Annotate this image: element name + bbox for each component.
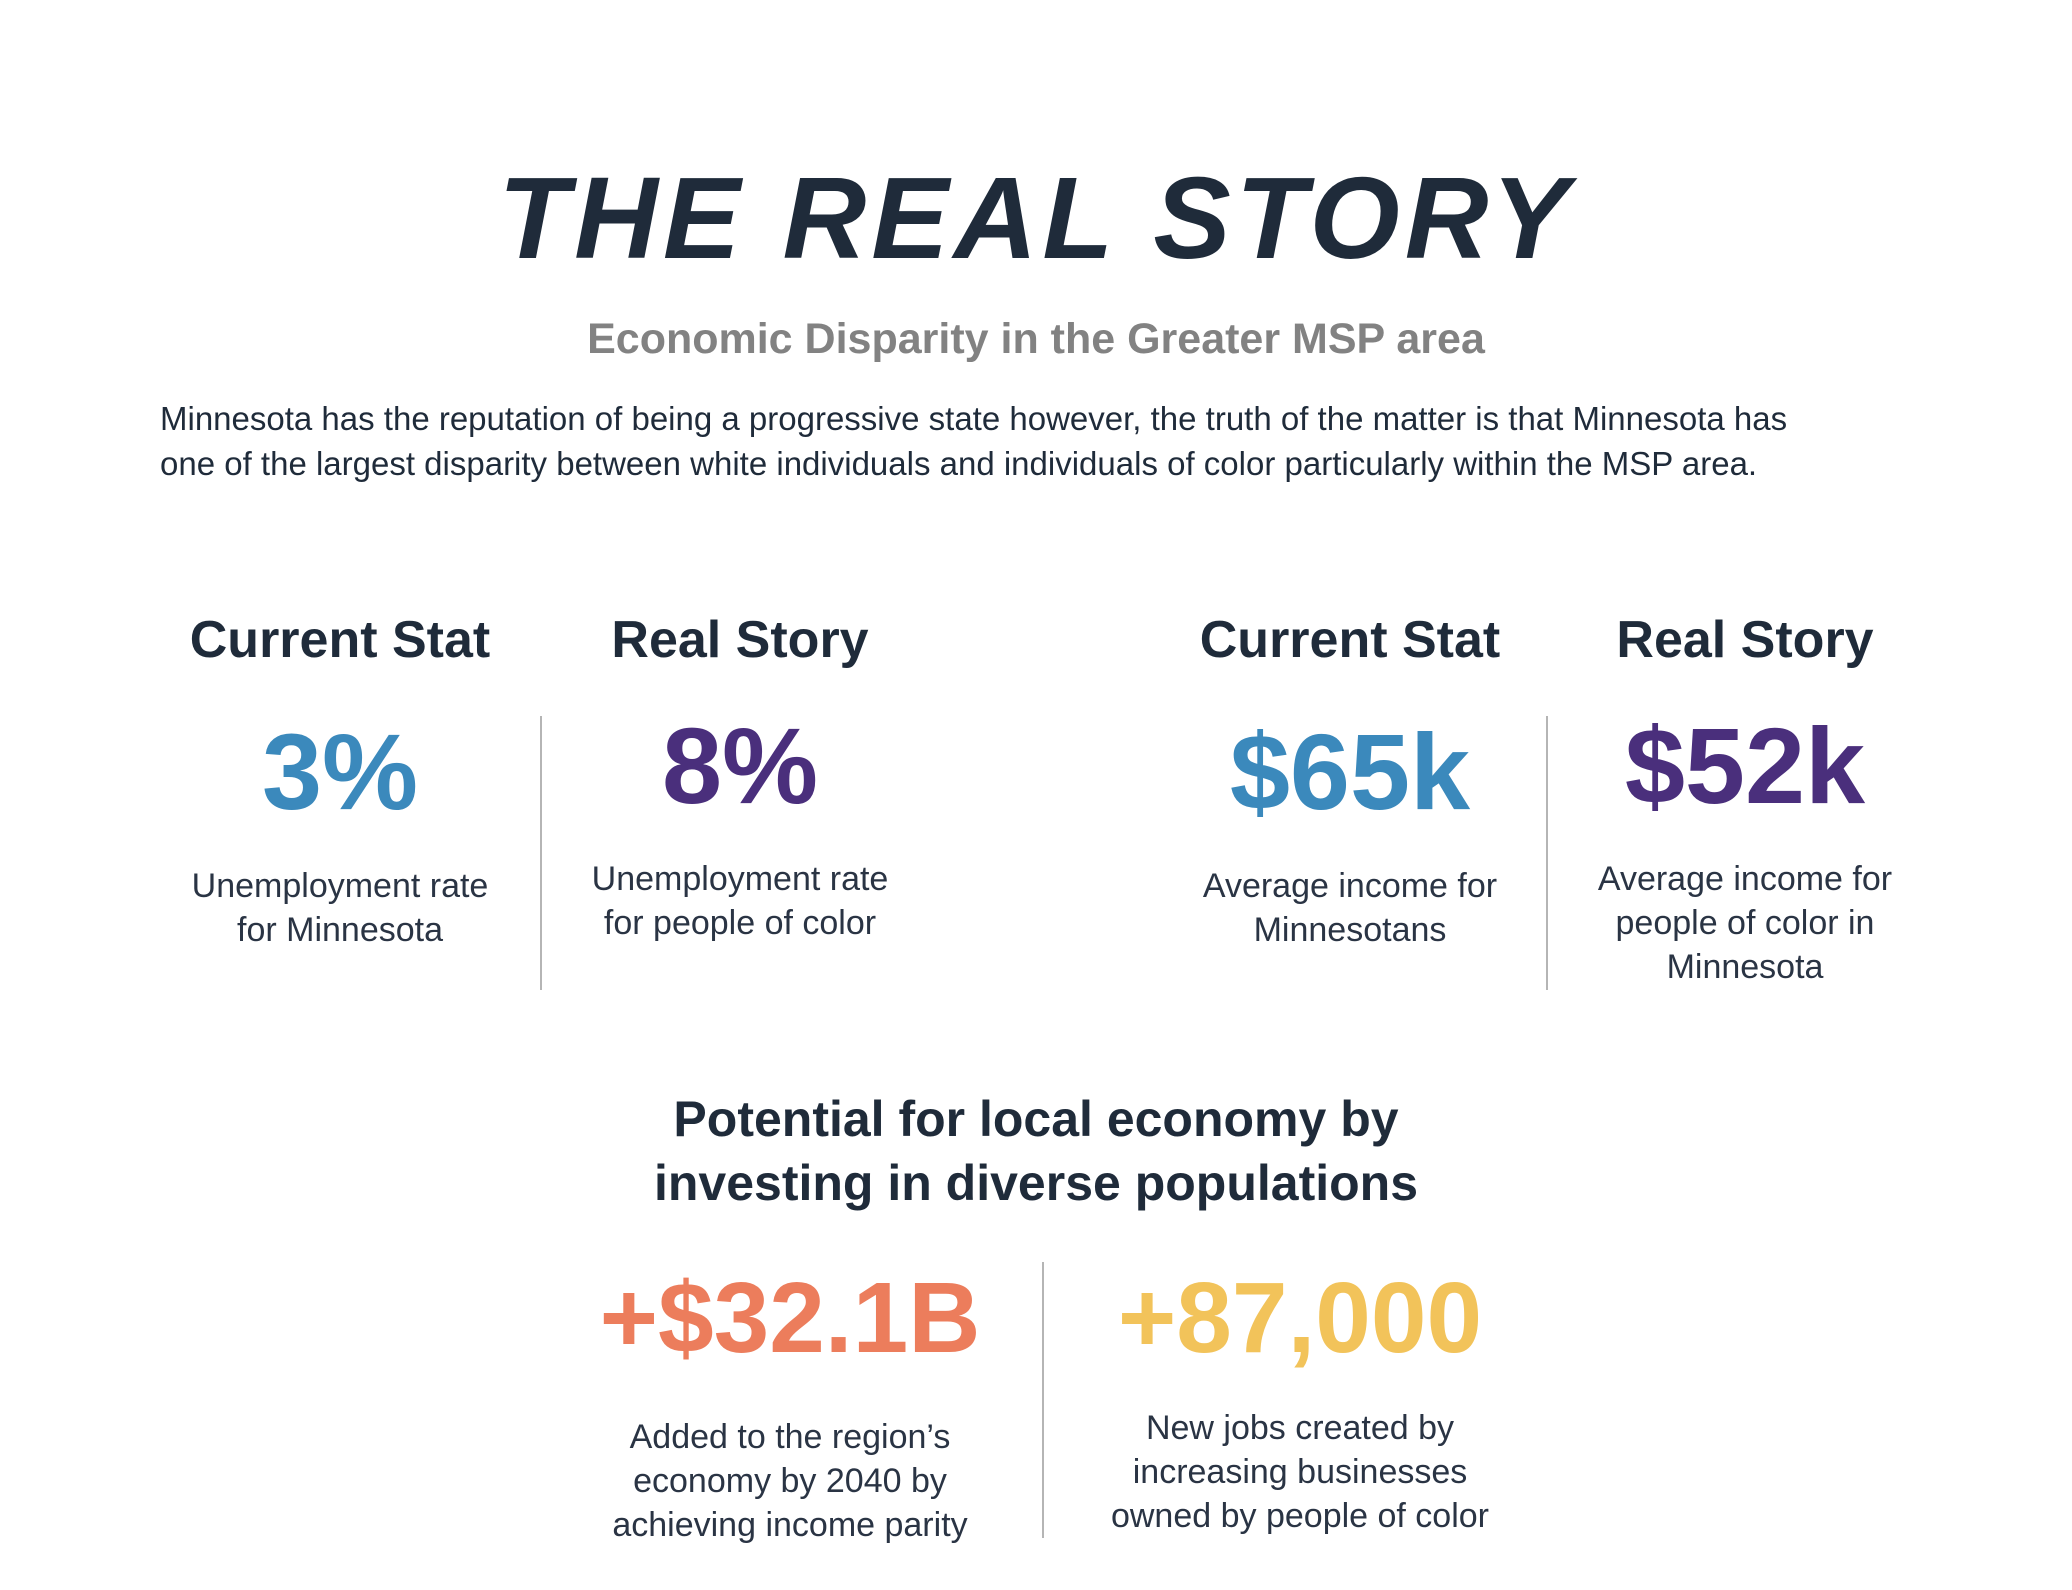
divider-line	[1042, 1262, 1044, 1538]
potential-desc-economy: Added to the region’s economy by 2040 by…	[580, 1415, 1000, 1547]
desc-line: Average income for	[1597, 860, 1893, 898]
page-title: THE REAL STORY	[498, 153, 1574, 283]
desc-line: Average income for	[1202, 867, 1498, 905]
potential-value-jobs: +87,000	[1117, 1262, 1483, 1374]
desc-line: Unemployment rate	[191, 867, 489, 905]
title-line: investing in diverse populations	[653, 1155, 1418, 1211]
desc-line: Unemployment rate	[591, 860, 889, 898]
desc-line: for people of color	[603, 904, 877, 942]
stat-value-current-income: $65k	[1229, 711, 1471, 832]
stat-value-real-income: $52k	[1624, 705, 1866, 826]
stat-desc-current-income: Average income for Minnesotans	[1170, 864, 1530, 952]
desc-line: owned by people of color	[1110, 1497, 1490, 1535]
stat-value-real-unemployment: 8%	[661, 705, 819, 826]
desc-line: people of color in	[1615, 904, 1875, 942]
stat-desc-real-income: Average income for people of color in Mi…	[1565, 857, 1925, 989]
desc-line: for Minnesota	[237, 911, 443, 949]
stat-heading-current-unemployment: Current Stat	[189, 611, 491, 669]
potential-desc-jobs: New jobs created by increasing businesse…	[1080, 1406, 1520, 1538]
desc-line: Minnesotans	[1253, 911, 1447, 949]
potential-value-economy: +$32.1B	[599, 1262, 981, 1374]
title-line: Potential for local economy by	[673, 1091, 1399, 1147]
desc-line: Added to the region’s	[629, 1418, 951, 1456]
desc-line: achieving income parity	[612, 1506, 968, 1544]
stat-heading-real-income: Real Story	[1616, 611, 1874, 669]
potential-section-title: Potential for local economy by investing…	[0, 1087, 2072, 1215]
stat-heading-current-income: Current Stat	[1199, 611, 1501, 669]
desc-line: Minnesota	[1666, 948, 1824, 986]
intro-line: one of the largest disparity between whi…	[160, 445, 1758, 482]
stat-desc-real-unemployment: Unemployment rate for people of color	[560, 857, 920, 945]
stat-desc-current-unemployment: Unemployment rate for Minnesota	[160, 864, 520, 952]
intro-line: Minnesota has the reputation of being a …	[160, 400, 1788, 437]
stat-heading-real-unemployment: Real Story	[611, 611, 869, 669]
desc-line: economy by 2040 by	[633, 1462, 947, 1500]
desc-line: New jobs created by	[1145, 1409, 1455, 1447]
page-subtitle: Economic Disparity in the Greater MSP ar…	[587, 315, 1485, 363]
desc-line: increasing businesses	[1132, 1453, 1468, 1491]
divider-line	[540, 716, 542, 990]
intro-paragraph: Minnesota has the reputation of being a …	[160, 396, 1920, 486]
stat-value-current-unemployment: 3%	[261, 711, 419, 832]
divider-line	[1546, 716, 1548, 990]
